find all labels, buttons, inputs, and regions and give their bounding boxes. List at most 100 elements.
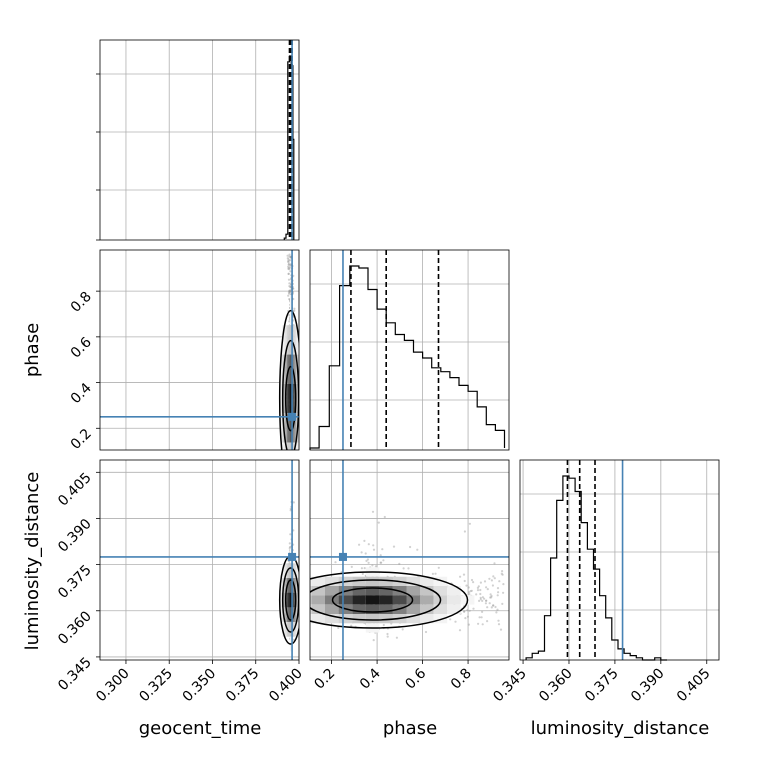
sample-point bbox=[465, 584, 468, 587]
density-bin bbox=[311, 614, 326, 624]
sample-point bbox=[488, 577, 491, 580]
density-bin bbox=[406, 586, 421, 596]
xtick-label-phase-1: 0.4 bbox=[357, 665, 384, 692]
sample-point bbox=[380, 561, 383, 564]
sample-point bbox=[288, 282, 291, 285]
sample-point bbox=[502, 583, 505, 586]
panel-phase-hist-frame bbox=[309, 249, 510, 451]
density-bin bbox=[283, 607, 286, 622]
density-bin bbox=[280, 592, 283, 608]
density-bin bbox=[293, 383, 295, 414]
sample-point bbox=[371, 564, 374, 567]
sample-point bbox=[497, 619, 500, 622]
truth-marker-luminosity_distance-vs-geocent_time bbox=[288, 552, 297, 561]
sample-point bbox=[501, 602, 504, 606]
sample-point bbox=[476, 589, 480, 592]
sample-point bbox=[367, 543, 370, 546]
sample-point bbox=[497, 591, 500, 594]
density-bin bbox=[325, 586, 339, 596]
density-bin bbox=[392, 595, 407, 605]
density-bin bbox=[280, 607, 283, 622]
sample-point bbox=[470, 589, 473, 592]
sample-point bbox=[386, 635, 389, 638]
density-bin bbox=[294, 622, 297, 637]
density-bin bbox=[296, 578, 298, 593]
density-bin bbox=[294, 413, 297, 443]
sample-point bbox=[492, 604, 495, 607]
panel-data-luminosity_distance-vs-phase bbox=[310, 460, 509, 660]
sample-point bbox=[481, 610, 484, 614]
density-bin bbox=[379, 614, 393, 624]
sample-point bbox=[288, 268, 291, 271]
density-bin bbox=[352, 595, 366, 605]
xtick-label-geocent_time-2: 0.350 bbox=[180, 666, 220, 706]
density-bin bbox=[289, 413, 292, 443]
density-bin bbox=[299, 413, 301, 442]
ytick-label-luminosity_distance-3: 0.390 bbox=[55, 516, 95, 556]
density-bin bbox=[338, 595, 353, 605]
ytick-label-phase-3: 0.8 bbox=[68, 289, 95, 316]
sample-point bbox=[288, 255, 291, 258]
xtick-label-luminosity_distance-4: 0.405 bbox=[674, 666, 714, 706]
xtick-label-luminosity_distance-0: 0.345 bbox=[490, 666, 530, 706]
density-bin bbox=[283, 383, 286, 414]
density-bin bbox=[420, 576, 434, 586]
density-bin bbox=[447, 604, 461, 614]
xtick-label-geocent_time-1: 0.325 bbox=[136, 666, 176, 706]
density-bin bbox=[293, 592, 295, 608]
sample-point bbox=[287, 266, 290, 269]
panel-geocent_time-hist-frame bbox=[99, 39, 300, 241]
density-bin bbox=[352, 614, 366, 624]
xlabel-luminosity-distance: luminosity_distance bbox=[531, 718, 710, 739]
xtick-label-luminosity_distance-1: 0.360 bbox=[536, 666, 576, 706]
sample-point bbox=[287, 278, 291, 281]
sample-point bbox=[491, 584, 494, 587]
density-bin bbox=[352, 604, 366, 614]
density-bin bbox=[294, 563, 297, 578]
density-bin bbox=[379, 595, 393, 605]
ytick-label-phase-2: 0.6 bbox=[68, 334, 95, 361]
sample-point bbox=[409, 545, 412, 549]
sample-point bbox=[289, 264, 292, 267]
sample-point bbox=[401, 628, 404, 631]
density-bin bbox=[297, 413, 299, 443]
sample-point bbox=[365, 559, 368, 563]
sample-point bbox=[489, 596, 492, 599]
density-bin bbox=[286, 592, 289, 608]
sample-point bbox=[289, 290, 292, 293]
density-bin bbox=[286, 325, 289, 355]
sample-point bbox=[489, 593, 492, 596]
density-bin bbox=[283, 325, 286, 355]
density-bin bbox=[288, 442, 290, 450]
sample-point bbox=[490, 579, 493, 582]
density-bin bbox=[285, 325, 287, 355]
density-bin bbox=[282, 442, 284, 450]
sample-point bbox=[472, 607, 475, 610]
sample-point bbox=[480, 616, 483, 619]
sample-point bbox=[492, 575, 495, 578]
sample-point bbox=[288, 542, 291, 545]
sample-point bbox=[363, 567, 366, 570]
density-bin bbox=[433, 614, 448, 624]
density-bin bbox=[301, 384, 303, 413]
ylabel-luminosity-distance: luminosity_distance bbox=[22, 472, 43, 651]
sample-point bbox=[469, 590, 472, 593]
sample-point bbox=[467, 586, 470, 589]
xtick-label-geocent_time-3: 0.375 bbox=[223, 666, 263, 706]
truth-marker-luminosity_distance-vs-phase bbox=[338, 552, 347, 561]
density-bin bbox=[296, 622, 298, 637]
sample-point bbox=[292, 501, 295, 504]
ytick-label-luminosity_distance-2: 0.375 bbox=[55, 562, 95, 602]
sample-point bbox=[437, 566, 440, 569]
sample-point bbox=[434, 572, 437, 575]
density-bin bbox=[294, 607, 297, 622]
sample-point bbox=[481, 599, 484, 603]
sample-point bbox=[468, 593, 471, 596]
density-bin bbox=[293, 442, 295, 450]
density-bin bbox=[296, 592, 298, 608]
sample-point bbox=[486, 588, 489, 591]
density-bin bbox=[285, 607, 287, 622]
sample-point bbox=[289, 256, 292, 259]
sample-point bbox=[379, 561, 382, 564]
